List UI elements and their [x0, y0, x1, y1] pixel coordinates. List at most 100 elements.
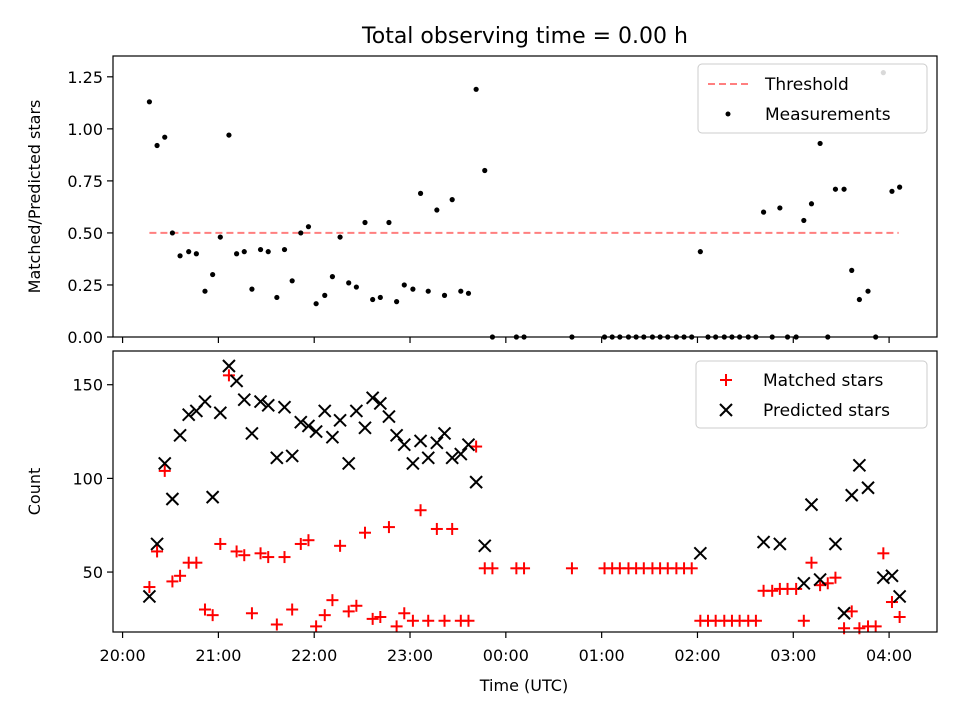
matched-star-point: [166, 575, 179, 588]
measurement-point: [298, 230, 304, 236]
predicted-stars-points: [142, 359, 907, 620]
top-plot-frame: [112, 55, 938, 338]
measurement-point: [801, 217, 807, 224]
predicted-star-stroke-b: [430, 436, 444, 450]
predicted-star-stroke-b: [478, 539, 492, 553]
matched-star-point: [342, 605, 355, 618]
chart-title: Total observing time = 0.00 h: [361, 24, 688, 49]
top-panel: Matched/Predicted stars 0.00 0.25 0.50 0.75…: [25, 55, 938, 347]
predicted-star-point: [373, 396, 388, 411]
top-legend-box: [697, 63, 928, 134]
predicted-star-stroke-b: [469, 475, 483, 489]
predicted-star-point: [213, 406, 228, 420]
predicted-star-stroke-b: [892, 589, 907, 604]
predicted-star-stroke-b: [876, 570, 891, 585]
matched-star-point: [390, 620, 403, 633]
measurement-point: [169, 230, 176, 236]
matched-star-point: [814, 579, 827, 592]
predicted-star-point: [461, 437, 476, 452]
legend-predicted-swatch: [719, 403, 733, 417]
matched-star-point: [462, 614, 475, 627]
x-tick-label: 04:00: [866, 646, 912, 665]
measurement-point: [897, 184, 903, 190]
predicted-star-point: [142, 589, 157, 604]
top-y-tick-label: 1.25: [67, 68, 103, 87]
bottom-legend-box: [695, 360, 928, 429]
predicted-star-point: [852, 458, 867, 472]
measurement-point: [202, 288, 208, 294]
predicted-star-stroke-b: [445, 451, 459, 465]
matched-star-point: [358, 526, 371, 539]
measurement-point: [386, 219, 392, 226]
matched-star-point: [565, 562, 578, 575]
predicted-star-point: [349, 404, 364, 418]
predicted-star-stroke-b: [318, 404, 332, 418]
measurement-point: [410, 286, 416, 292]
measurement-point: [449, 197, 455, 203]
matched-star-point: [893, 611, 906, 624]
measurement-point: [193, 251, 199, 257]
predicted-star-stroke-b: [861, 481, 875, 495]
predicted-star-point: [253, 394, 268, 409]
matched-star-point: [382, 521, 395, 534]
measurement-point: [353, 284, 359, 290]
top-x-ticks: [121, 337, 890, 343]
measurement-point: [401, 282, 407, 288]
measurement-point: [337, 234, 343, 240]
bottom-y-ticks: 50 100 150: [72, 376, 113, 582]
predicted-star-stroke-b: [756, 535, 771, 549]
matched-star-point: [829, 571, 842, 584]
predicted-star-stroke-b: [150, 537, 164, 551]
matched-star-point: [869, 620, 882, 633]
matched-star-point: [685, 562, 698, 575]
predicted-star-stroke-b: [277, 400, 292, 414]
predicted-star-stroke-b: [294, 415, 308, 429]
predicted-star-point: [222, 359, 236, 373]
matched-star-point: [174, 569, 187, 582]
top-y-tick-label: 0.75: [67, 172, 103, 191]
matched-star-point: [749, 614, 762, 627]
top-y-tick-label: 0.00: [67, 328, 103, 347]
measurement-point: [346, 280, 352, 286]
matched-stars-points: [143, 369, 906, 635]
matched-star-point: [790, 582, 803, 595]
predicted-star-point: [294, 415, 308, 429]
measurement-point: [377, 294, 383, 301]
predicted-star-point: [406, 456, 420, 471]
matched-star-point: [262, 551, 275, 564]
bottom-y-tick-label: 150: [72, 376, 103, 395]
measurement-point: [473, 86, 479, 92]
predicted-star-point: [165, 492, 180, 506]
predicted-star-stroke-b: [413, 434, 428, 448]
matched-star-point: [245, 607, 258, 620]
predicted-star-stroke-b: [285, 449, 299, 463]
legend-measurements-swatch: [725, 111, 731, 117]
measurement-point: [217, 234, 223, 240]
predicted-star-point: [285, 449, 299, 463]
measurement-point: [313, 301, 319, 307]
matched-star-point: [350, 599, 363, 612]
predicted-star-point: [358, 421, 372, 435]
matched-star-point: [885, 596, 898, 609]
predicted-star-point: [892, 589, 907, 604]
predicted-star-point: [341, 456, 356, 471]
x-tick-label: 20:00: [100, 646, 146, 665]
predicted-star-point: [797, 576, 811, 591]
bottom-panel: Count 50 100 150 20:00 21:00 22:00 23:00 00:00…: [25, 350, 938, 665]
matched-star-point: [805, 556, 818, 569]
predicted-star-stroke-b: [253, 394, 268, 409]
measurement-point: [434, 207, 440, 213]
x-tick-label: 00:00: [483, 646, 529, 665]
predicted-star-stroke-b: [845, 488, 859, 502]
top-y-tick-label: 0.25: [67, 276, 103, 295]
predicted-star-point: [389, 428, 404, 443]
predicted-star-point: [861, 481, 875, 495]
predicted-star-point: [773, 537, 787, 551]
measurement-point: [856, 296, 862, 303]
x-tick-label: 03:00: [770, 646, 816, 665]
measurement-point: [249, 286, 255, 292]
predicted-star-stroke-b: [198, 394, 212, 409]
measurement-point: [305, 224, 312, 230]
predicted-star-stroke-b: [270, 451, 284, 465]
